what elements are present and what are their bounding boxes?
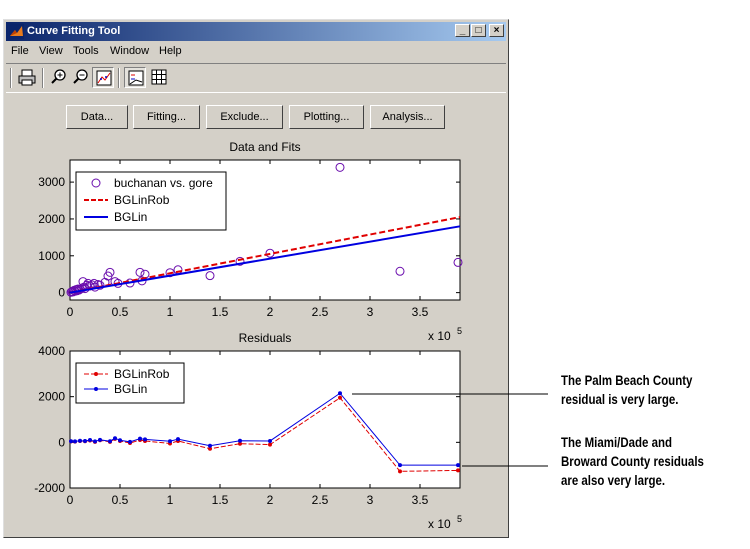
zoom-out-button[interactable] (70, 67, 92, 88)
data-button[interactable]: Data... (66, 105, 128, 129)
menu-file[interactable]: File (11, 45, 29, 57)
analysis-button[interactable]: Analysis... (370, 105, 445, 129)
toolbar-separator (42, 68, 44, 88)
grid-icon (151, 69, 167, 85)
close-button[interactable]: × (489, 24, 504, 37)
menu-help[interactable]: Help (159, 45, 182, 57)
annotation-miami-broward: The Miami/Dade and Broward County residua… (561, 434, 704, 488)
fitting-button[interactable]: Fitting... (133, 105, 200, 129)
maximize-button[interactable]: □ (471, 24, 486, 37)
title-bar[interactable]: Curve Fitting Tool _ □ × (6, 22, 506, 41)
grid-button[interactable] (148, 67, 170, 88)
zoom-out-icon (73, 69, 88, 84)
zoom-in-icon (51, 69, 66, 84)
toolbar-separator (118, 68, 120, 88)
curve-fitting-tool-window: Curve Fitting Tool _ □ × File View Tools… (3, 19, 509, 538)
plotting-button[interactable]: Plotting... (289, 105, 364, 129)
print-button[interactable] (16, 67, 38, 88)
axes-limit-button[interactable] (92, 67, 114, 88)
window-title: Curve Fitting Tool (27, 25, 121, 37)
menu-view[interactable]: View (39, 45, 63, 57)
legend-button[interactable] (124, 67, 146, 88)
toolbar (6, 63, 506, 93)
matlab-logo-icon (9, 24, 24, 39)
legend-icon (128, 70, 144, 86)
exclude-button[interactable]: Exclude... (206, 105, 283, 129)
toolbar-grip (10, 68, 12, 88)
minimize-button[interactable]: _ (455, 24, 470, 37)
menu-window[interactable]: Window (110, 45, 150, 57)
menu-bar: File View Tools Window Help (6, 43, 506, 61)
menu-tools[interactable]: Tools (73, 45, 99, 57)
zoom-in-button[interactable] (48, 67, 70, 88)
annotation-palm-beach: The Palm Beach County residual is very la… (561, 372, 693, 407)
axes-limit-icon (96, 70, 112, 86)
print-icon (18, 69, 36, 86)
